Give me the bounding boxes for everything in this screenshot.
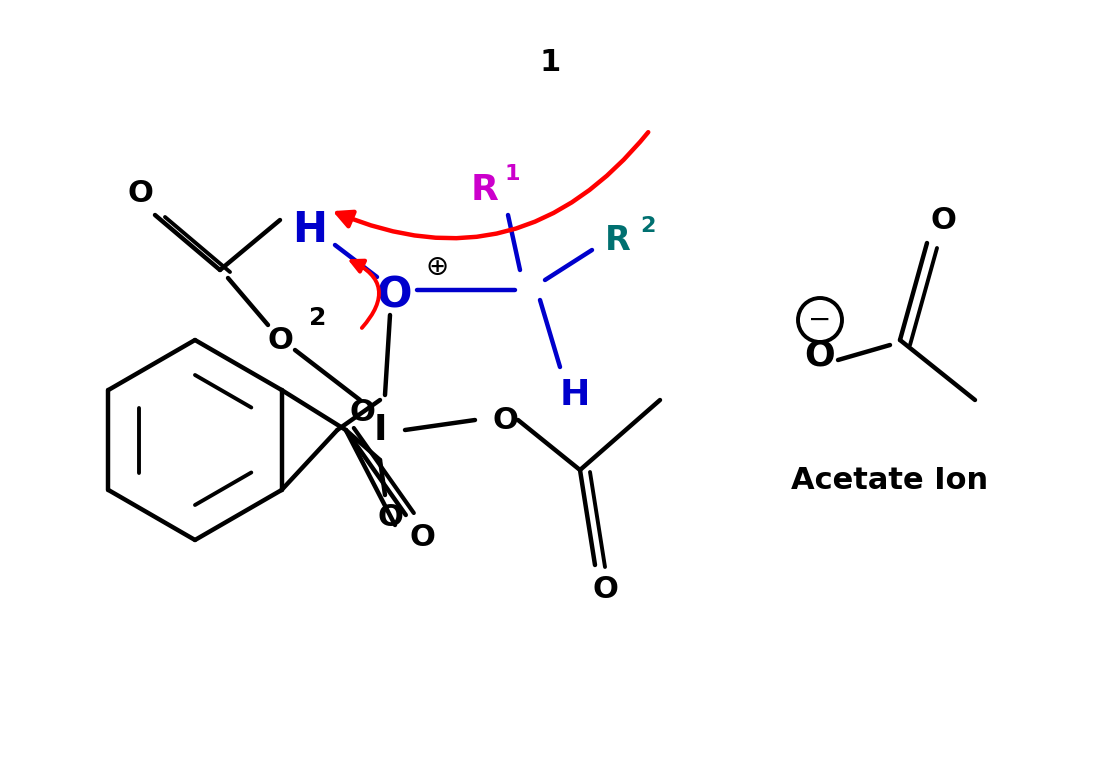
Text: O: O: [378, 274, 413, 316]
Text: Acetate Ion: Acetate Ion: [792, 465, 989, 495]
Text: O: O: [267, 325, 293, 355]
Text: O: O: [410, 524, 436, 552]
Text: 1: 1: [540, 47, 561, 76]
Text: ⊕: ⊕: [425, 253, 449, 281]
Text: 2: 2: [641, 216, 656, 236]
Text: H: H: [560, 378, 590, 412]
Text: O: O: [127, 178, 153, 208]
Text: O: O: [930, 205, 956, 234]
Text: R: R: [606, 223, 631, 257]
FancyArrowPatch shape: [337, 132, 648, 238]
Text: −: −: [808, 306, 831, 334]
Text: R: R: [471, 173, 499, 207]
Text: O: O: [592, 576, 618, 605]
Text: 2: 2: [309, 306, 326, 330]
Text: 1: 1: [505, 164, 520, 184]
Text: I: I: [373, 413, 387, 447]
Text: O: O: [492, 405, 518, 434]
Text: O: O: [805, 338, 835, 372]
FancyArrowPatch shape: [351, 261, 379, 328]
Text: H: H: [292, 209, 327, 251]
Text: O: O: [349, 398, 376, 426]
Text: O: O: [377, 503, 403, 532]
